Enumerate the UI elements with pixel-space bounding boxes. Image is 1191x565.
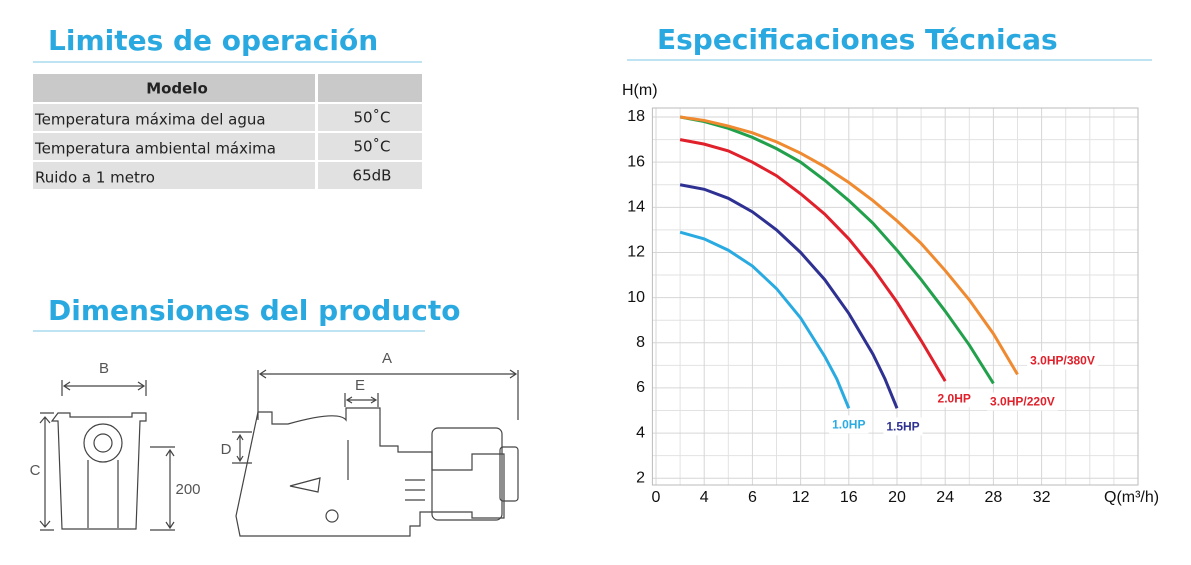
x-tick-label: 12 xyxy=(792,489,810,506)
y-tick-label: 18 xyxy=(627,108,645,125)
label-box xyxy=(934,389,974,408)
x-tick-label: 32 xyxy=(1033,489,1051,506)
y-tick-label: 2 xyxy=(636,469,645,486)
curve-label: 2.0HP xyxy=(938,391,971,405)
row-value: 50˚C xyxy=(353,138,390,156)
x-tick-label: 4 xyxy=(700,489,709,506)
dimension-label: D xyxy=(221,441,232,458)
row-label: Ruido a 1 metro xyxy=(35,169,155,187)
table-cell xyxy=(33,104,315,131)
dimension-label: 200 xyxy=(175,481,200,498)
table-header xyxy=(318,74,422,102)
y-tick-label: 14 xyxy=(627,199,645,216)
table-cell xyxy=(318,104,422,131)
x-tick-label: 0 xyxy=(652,489,661,506)
y-tick-label: 16 xyxy=(627,153,645,170)
table-body: Temperatura máxima del agua 50˚C Temperatu… xyxy=(33,104,422,189)
row-value: 50˚C xyxy=(353,109,390,127)
y-tick-label: 12 xyxy=(627,244,645,261)
x-tick-label: 24 xyxy=(936,489,954,506)
label-box xyxy=(883,417,923,436)
row-label: Temperatura máxima del agua xyxy=(34,111,266,129)
label-box xyxy=(829,415,869,434)
dimension-label: B xyxy=(99,360,109,377)
dimension-label: E xyxy=(355,377,365,394)
section-title: Dimensiones del producto xyxy=(48,294,460,327)
dimension-label: C xyxy=(30,462,41,479)
chart-title: Especificaciones Técnicas xyxy=(657,23,1058,56)
header-cell: Modelo xyxy=(146,80,208,98)
curve xyxy=(679,115,1019,376)
x-tick-label: 6 xyxy=(748,489,757,506)
dimension-label: A xyxy=(382,350,392,367)
curve xyxy=(679,230,851,409)
y-tick-label: 6 xyxy=(636,379,645,396)
curve-label: 1.5HP xyxy=(886,419,919,433)
y-tick-label: 10 xyxy=(627,289,645,306)
table-header xyxy=(33,74,315,102)
label-box xyxy=(1027,351,1098,370)
curve xyxy=(679,183,899,409)
x-tick-label: 28 xyxy=(985,489,1003,506)
row-label: Temperatura ambiental máxima xyxy=(34,140,276,158)
pump-drawing xyxy=(39,369,519,537)
curve xyxy=(679,138,947,382)
section-title: Limites de operación xyxy=(48,24,378,57)
label-box xyxy=(987,392,1058,411)
y-axis-label: H(m) xyxy=(622,82,658,99)
curve-label: 3.0HP/220V xyxy=(990,395,1055,409)
y-tick-label: 8 xyxy=(636,334,645,351)
curve-label: 1.0HP xyxy=(832,417,865,431)
table-cell xyxy=(318,133,422,160)
curve-label: 3.0HP/380V xyxy=(1030,354,1095,368)
table-cell xyxy=(33,162,315,189)
row-value: 65dB xyxy=(353,167,392,185)
table-cell xyxy=(33,133,315,160)
x-axis-label: Q(m³/h) xyxy=(1104,489,1159,506)
curve xyxy=(679,115,995,385)
y-tick-label: 4 xyxy=(636,424,645,441)
plot-frame xyxy=(651,107,1139,486)
table-cell xyxy=(318,162,422,189)
x-tick-label: 16 xyxy=(840,489,858,506)
x-tick-label: 20 xyxy=(888,489,906,506)
